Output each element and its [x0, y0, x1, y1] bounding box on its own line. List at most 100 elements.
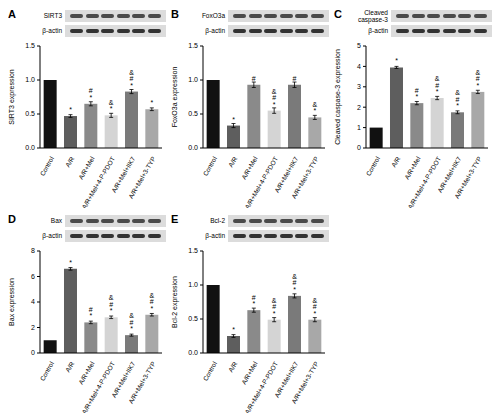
- svg-text:Bcl-2 expression: Bcl-2 expression: [171, 276, 179, 328]
- svg-text:A/R+Mel: A/R+Mel: [77, 155, 96, 181]
- svg-text:#: #: [89, 306, 93, 313]
- svg-text:&: &: [312, 297, 317, 304]
- svg-text:2: 2: [357, 104, 361, 111]
- svg-text:1.5: 1.5: [188, 42, 198, 49]
- svg-text:#: #: [272, 303, 276, 310]
- svg-text:&: &: [435, 75, 440, 82]
- svg-text:0.5: 0.5: [188, 110, 198, 117]
- svg-text:*: *: [150, 99, 153, 106]
- svg-text:&: &: [109, 99, 114, 106]
- svg-text:&: &: [272, 88, 277, 95]
- svg-text:#: #: [435, 82, 439, 89]
- svg-text:0.0: 0.0: [188, 349, 198, 356]
- svg-text:Control: Control: [201, 360, 218, 382]
- svg-text:A/R: A/R: [390, 155, 402, 168]
- svg-text:&: &: [292, 273, 297, 280]
- svg-text:FoxO3a expression: FoxO3a expression: [171, 67, 179, 128]
- svg-text:#: #: [313, 303, 317, 310]
- svg-text:0: 0: [357, 144, 361, 151]
- svg-text:A/R+Mel: A/R+Mel: [240, 360, 259, 386]
- svg-text:Control: Control: [201, 155, 218, 177]
- svg-text:A/R+Mel+4-P-PDOT: A/R+Mel+4-P-PDOT: [243, 155, 279, 208]
- svg-text:6: 6: [31, 273, 35, 280]
- svg-text:1.0: 1.0: [188, 76, 198, 83]
- svg-text:*: *: [69, 106, 72, 113]
- svg-text:*: *: [89, 312, 92, 319]
- svg-text:#: #: [272, 94, 276, 101]
- svg-text:*: *: [436, 88, 439, 95]
- svg-text:A/R+Mel: A/R+Mel: [403, 155, 422, 181]
- svg-text:#: #: [150, 298, 154, 305]
- svg-text:#: #: [476, 75, 480, 82]
- svg-text:1.5: 1.5: [25, 42, 35, 49]
- svg-text:0.5: 0.5: [25, 110, 35, 117]
- svg-text:*: *: [110, 307, 113, 314]
- svg-text:#: #: [293, 279, 297, 286]
- svg-text:&: &: [455, 89, 460, 96]
- svg-text:&: &: [312, 101, 317, 108]
- svg-text:0: 0: [31, 349, 35, 356]
- svg-text:A/R+Mel: A/R+Mel: [240, 155, 259, 181]
- svg-text:A/R+Mel: A/R+Mel: [77, 360, 96, 386]
- svg-text:*: *: [252, 300, 255, 307]
- svg-text:A/R+Mel+4-P-PDOT: A/R+Mel+4-P-PDOT: [243, 360, 279, 413]
- svg-text:#: #: [293, 75, 297, 82]
- svg-text:A/R+Mel+4-P-PDOT: A/R+Mel+4-P-PDOT: [406, 155, 442, 208]
- svg-text:*: *: [232, 326, 235, 333]
- svg-text:*: *: [69, 259, 72, 266]
- svg-text:A/R+Mel+4-P-PDOT: A/R+Mel+4-P-PDOT: [80, 360, 116, 413]
- svg-text:#: #: [456, 96, 460, 103]
- svg-text:*: *: [232, 116, 235, 123]
- svg-text:&: &: [272, 297, 277, 304]
- svg-text:Control: Control: [38, 155, 55, 177]
- svg-text:2: 2: [31, 324, 35, 331]
- svg-text:A/R: A/R: [64, 360, 76, 373]
- svg-text:*: *: [110, 105, 113, 112]
- svg-text:&: &: [475, 69, 480, 76]
- svg-text:*: *: [313, 310, 316, 317]
- svg-text:&: &: [149, 292, 154, 299]
- svg-text:*: *: [130, 325, 133, 332]
- svg-text:0.0: 0.0: [25, 144, 35, 151]
- svg-text:#: #: [252, 294, 256, 301]
- svg-text:A/R: A/R: [227, 155, 239, 168]
- svg-text:3: 3: [357, 83, 361, 90]
- svg-text:&: &: [129, 312, 134, 319]
- svg-text:*: *: [273, 101, 276, 108]
- svg-text:*: *: [313, 107, 316, 114]
- svg-text:0.0: 0.0: [188, 144, 198, 151]
- svg-text:*: *: [89, 94, 92, 101]
- svg-text:*: *: [273, 310, 276, 317]
- svg-text:A/R+Mel+4-P-PDOT: A/R+Mel+4-P-PDOT: [80, 155, 116, 208]
- svg-text:&: &: [109, 294, 114, 301]
- svg-text:0.5: 0.5: [188, 315, 198, 322]
- svg-text:&: &: [129, 69, 134, 76]
- svg-text:8: 8: [31, 247, 35, 254]
- svg-text:1.5: 1.5: [188, 247, 198, 254]
- svg-text:A/R+Mel+3-TYP: A/R+Mel+3-TYP: [127, 155, 157, 199]
- svg-text:SIRT3 expression: SIRT3 expression: [8, 69, 16, 125]
- svg-text:1.0: 1.0: [188, 281, 198, 288]
- svg-text:A/R+Mel+3-TYP: A/R+Mel+3-TYP: [290, 360, 320, 404]
- svg-text:1.0: 1.0: [25, 76, 35, 83]
- svg-text:A/R+Mel+3-TYP: A/R+Mel+3-TYP: [453, 155, 483, 199]
- svg-text:A/R+Mel+3-TYP: A/R+Mel+3-TYP: [290, 155, 320, 199]
- svg-text:A/R: A/R: [64, 155, 76, 168]
- svg-text:4: 4: [357, 63, 361, 70]
- svg-text:#: #: [130, 75, 134, 82]
- svg-text:Cleaved caspase-3 expression: Cleaved caspase-3 expression: [334, 49, 342, 145]
- svg-text:*: *: [293, 286, 296, 293]
- svg-text:Bax expression: Bax expression: [8, 278, 16, 326]
- svg-text:#: #: [252, 75, 256, 82]
- svg-text:#: #: [415, 87, 419, 94]
- svg-text:1: 1: [357, 124, 361, 131]
- svg-text:#: #: [109, 301, 113, 308]
- svg-text:#: #: [89, 87, 93, 94]
- svg-text:Control: Control: [364, 155, 381, 177]
- svg-text:Control: Control: [38, 360, 55, 382]
- svg-text:5: 5: [357, 42, 361, 49]
- svg-text:4: 4: [31, 298, 35, 305]
- svg-text:*: *: [456, 102, 459, 109]
- svg-text:*: *: [476, 82, 479, 89]
- svg-text:*: *: [395, 57, 398, 64]
